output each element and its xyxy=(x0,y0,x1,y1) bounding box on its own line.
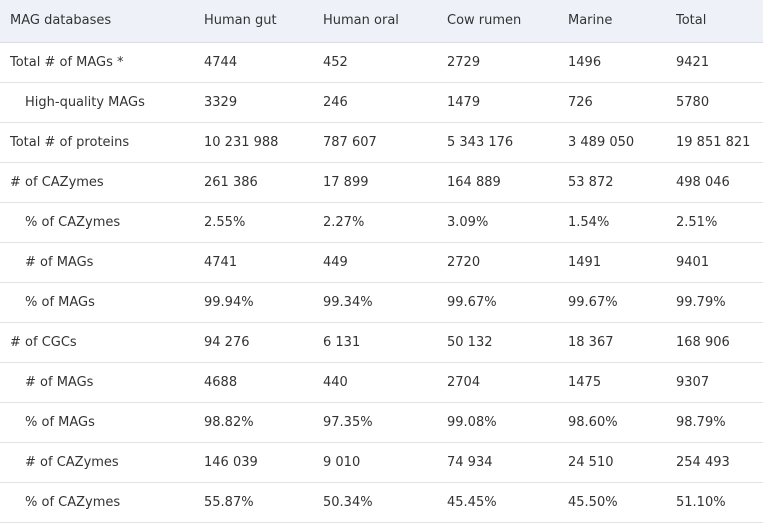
table-cell: 449 xyxy=(323,254,348,270)
table-row: # of MAGs 4688 440 2704 1475 9307 xyxy=(0,362,763,402)
table-cell: 498 046 xyxy=(676,174,730,190)
table-cell: 55.87% xyxy=(204,494,254,510)
table-cell: 261 386 xyxy=(204,174,258,190)
table-row: % of CAZymes 55.87% 50.34% 45.45% 45.50% 51.1… xyxy=(0,482,763,522)
table-cell: 99.34% xyxy=(323,294,373,310)
row-label: # of CGCs xyxy=(10,334,77,350)
header-cell: Total xyxy=(676,13,707,29)
table-cell: 3 489 050 xyxy=(568,134,635,150)
header-cell: MAG databases xyxy=(10,13,112,29)
table-cell: 1479 xyxy=(447,94,481,110)
table-cell: 5 343 176 xyxy=(447,134,514,150)
table-cell: 787 607 xyxy=(323,134,377,150)
header-cell: Human gut xyxy=(204,13,277,29)
table-cell: 146 039 xyxy=(204,454,258,470)
table-cell: 254 493 xyxy=(676,454,730,470)
table-cell: 726 xyxy=(568,94,593,110)
table-row: # of CAZymes 146 039 9 010 74 934 24 510 254 … xyxy=(0,442,763,482)
table-cell: 50.34% xyxy=(323,494,373,510)
table-cell: 4688 xyxy=(204,374,238,390)
table-cell: 99.79% xyxy=(676,294,726,310)
table-cell: 2729 xyxy=(447,54,481,70)
table-cell: 9 010 xyxy=(323,454,361,470)
table-cell: 1475 xyxy=(568,374,602,390)
table-cell: 45.50% xyxy=(568,494,618,510)
table-cell: 45.45% xyxy=(447,494,497,510)
table-cell: 94 276 xyxy=(204,334,250,350)
row-label: # of MAGs xyxy=(25,254,94,270)
table-row: Total # of proteins 10 231 988 787 607 5 34… xyxy=(0,122,763,162)
table-cell: 9421 xyxy=(676,54,710,70)
table-cell: 98.79% xyxy=(676,414,726,430)
table-cell: 6 131 xyxy=(323,334,361,350)
table-cell: 2720 xyxy=(447,254,481,270)
table-cell: 98.60% xyxy=(568,414,618,430)
table-cell: 5780 xyxy=(676,94,710,110)
table-cell: 440 xyxy=(323,374,348,390)
table-body: Total # of MAGs * 4744 452 2729 1496 9421 High… xyxy=(0,42,763,522)
row-label: Total # of MAGs * xyxy=(10,54,124,70)
table-cell: 97.35% xyxy=(323,414,373,430)
table-cell: 99.94% xyxy=(204,294,254,310)
table-cell: 1496 xyxy=(568,54,602,70)
table-cell: 10 231 988 xyxy=(204,134,279,150)
table-cell: 74 934 xyxy=(447,454,493,470)
table-cell: 1.54% xyxy=(568,214,610,230)
header-row: MAG databases Human gut Human oral Cow rume… xyxy=(0,0,763,42)
table-row: # of MAGs 4741 449 2720 1491 9401 xyxy=(0,242,763,282)
table-cell: 9401 xyxy=(676,254,710,270)
table-cell: 2704 xyxy=(447,374,481,390)
table-cell: 3.09% xyxy=(447,214,489,230)
table-row: % of CAZymes 2.55% 2.27% 3.09% 1.54% 2.51% xyxy=(0,202,763,242)
row-label: % of CAZymes xyxy=(25,214,121,230)
row-label: High-quality MAGs xyxy=(25,94,145,110)
table-cell: 452 xyxy=(323,54,348,70)
table-cell: 246 xyxy=(323,94,348,110)
table-cell: 164 889 xyxy=(447,174,501,190)
table-cell: 1491 xyxy=(568,254,602,270)
table-cell: 99.67% xyxy=(568,294,618,310)
table-cell: 2.55% xyxy=(204,214,246,230)
header-cell: Cow rumen xyxy=(447,13,522,29)
table-row: # of CGCs 94 276 6 131 50 132 18 367 168 906 xyxy=(0,322,763,362)
table-cell: 3329 xyxy=(204,94,238,110)
header-cell: Marine xyxy=(568,13,613,29)
table-row: High-quality MAGs 3329 246 1479 726 5780 xyxy=(0,82,763,122)
row-label: # of MAGs xyxy=(25,374,94,390)
table-cell: 2.51% xyxy=(676,214,718,230)
table-cell: 53 872 xyxy=(568,174,614,190)
row-label: % of MAGs xyxy=(25,294,95,310)
table-cell: 24 510 xyxy=(568,454,614,470)
table-cell: 51.10% xyxy=(676,494,726,510)
table-cell: 4741 xyxy=(204,254,238,270)
table-cell: 168 906 xyxy=(676,334,730,350)
table-cell: 9307 xyxy=(676,374,710,390)
table-cell: 50 132 xyxy=(447,334,493,350)
row-label: % of MAGs xyxy=(25,414,95,430)
table-header: MAG databases Human gut Human oral Cow rume… xyxy=(0,0,763,42)
table-cell: 17 899 xyxy=(323,174,369,190)
table-cell: 99.08% xyxy=(447,414,497,430)
table-row: % of MAGs 99.94% 99.34% 99.67% 99.67% 99.79% xyxy=(0,282,763,322)
table-cell: 98.82% xyxy=(204,414,254,430)
row-label: # of CAZymes xyxy=(25,454,119,470)
table-row: # of CAZymes 261 386 17 899 164 889 53 872 49… xyxy=(0,162,763,202)
table-row: Total # of MAGs * 4744 452 2729 1496 9421 xyxy=(0,42,763,82)
table-cell: 4744 xyxy=(204,54,238,70)
table-cell: 19 851 821 xyxy=(676,134,751,150)
table-cell: 2.27% xyxy=(323,214,365,230)
row-label: % of CAZymes xyxy=(25,494,121,510)
header-cell: Human oral xyxy=(323,13,399,29)
table-cell: 18 367 xyxy=(568,334,614,350)
table-row: % of MAGs 98.82% 97.35% 99.08% 98.60% 98.79% xyxy=(0,402,763,442)
table-cell: 99.67% xyxy=(447,294,497,310)
row-label: Total # of proteins xyxy=(10,134,130,150)
row-label: # of CAZymes xyxy=(10,174,104,190)
